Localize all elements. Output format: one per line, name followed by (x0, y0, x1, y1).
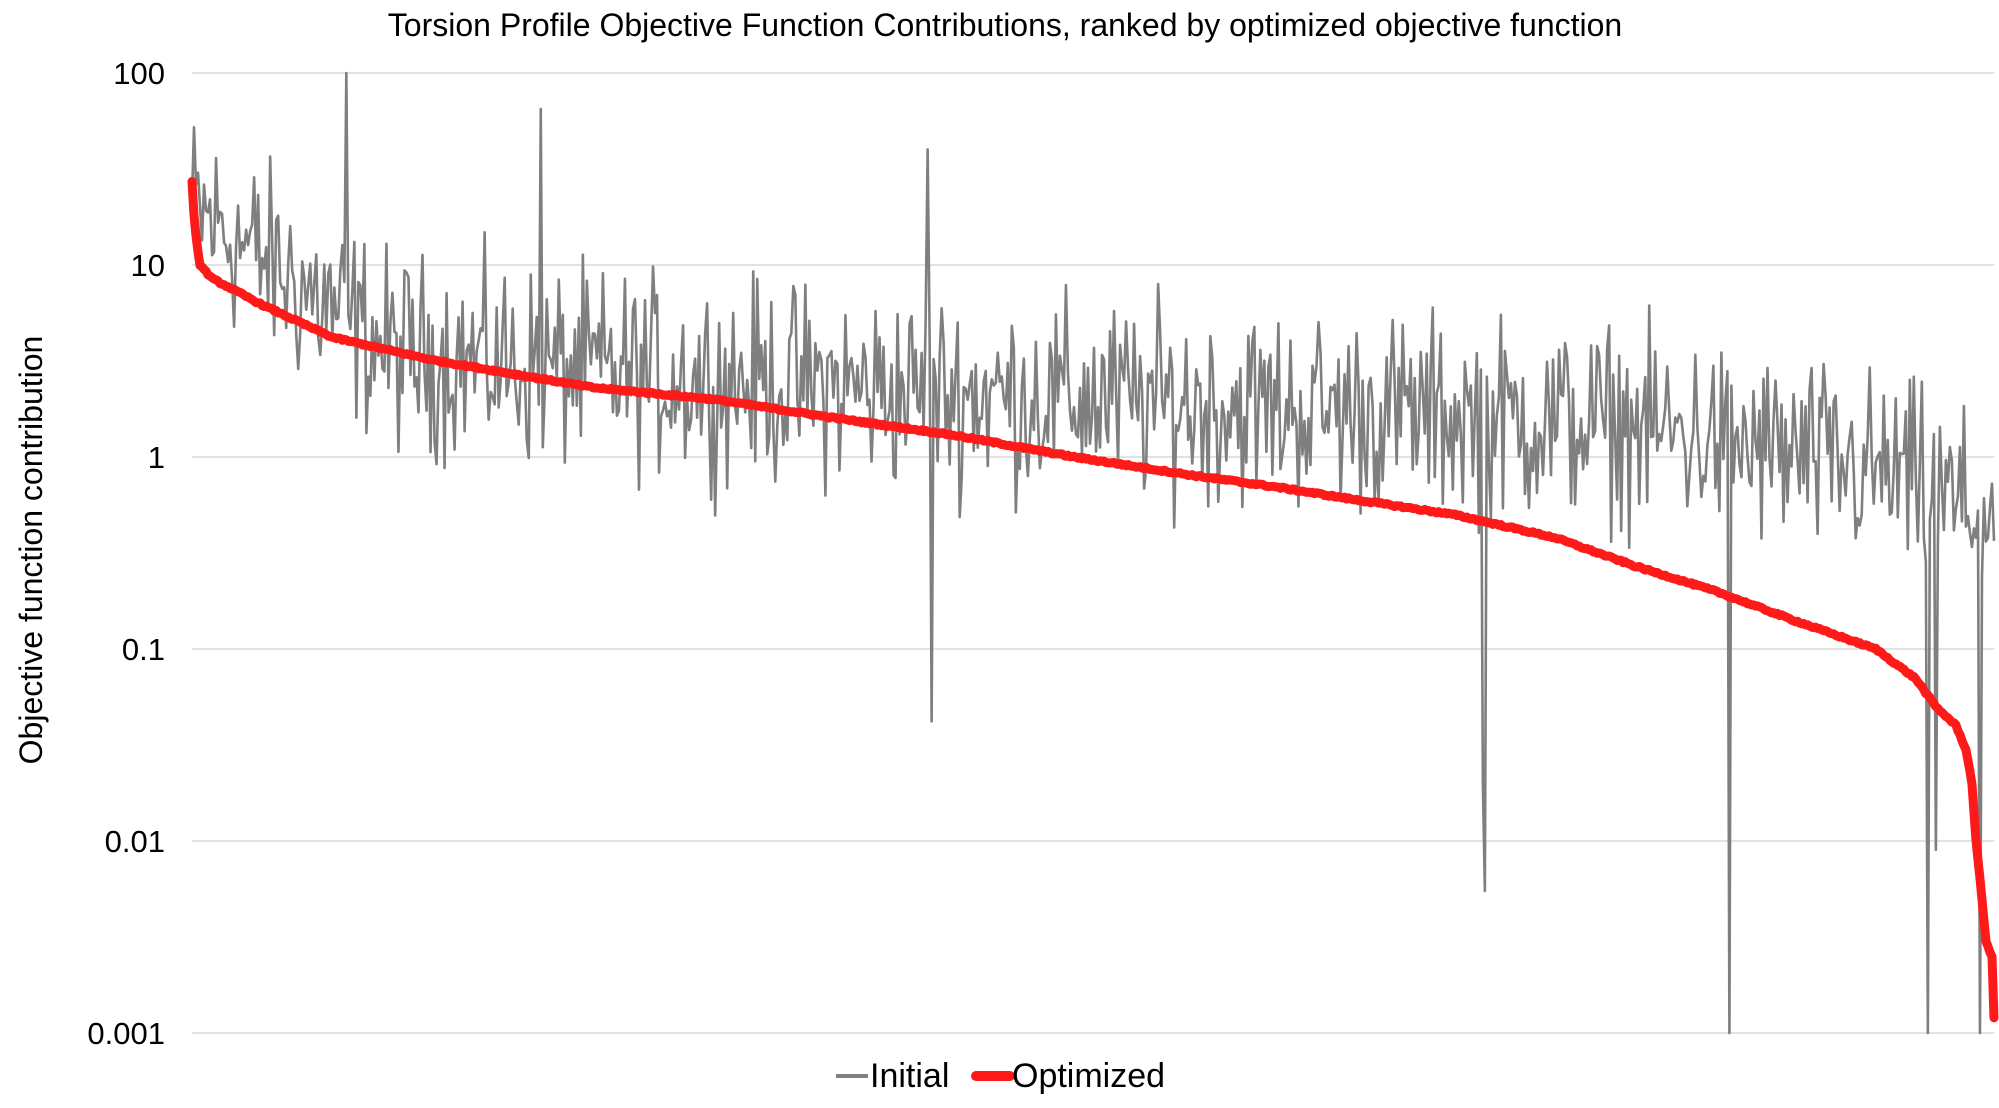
y-tick-label: 0.01 (105, 824, 165, 859)
y-tick-label: 1 (148, 440, 165, 475)
y-tick-label: 0.001 (87, 1016, 165, 1051)
series-line-initial (190, 71, 1996, 1035)
series-layer (187, 71, 1999, 1035)
y-tick-label: 0.1 (122, 632, 165, 667)
y-tick-label: 10 (131, 248, 165, 283)
gridlines (192, 72, 1994, 1034)
y-axis-ticks: 0.001 0.01 0.1 1 10 100 (87, 56, 165, 1051)
legend-label-initial: Initial (870, 1057, 949, 1095)
y-axis-label: Objective function contribution (13, 336, 49, 765)
chart-title: Torsion Profile Objective Function Contr… (388, 7, 1622, 43)
series-line-optimized (187, 176, 1999, 1023)
legend-label-optimized: Optimized (1012, 1057, 1165, 1095)
y-tick-label: 100 (113, 56, 165, 91)
legend: Initial Optimized (836, 1057, 1165, 1095)
